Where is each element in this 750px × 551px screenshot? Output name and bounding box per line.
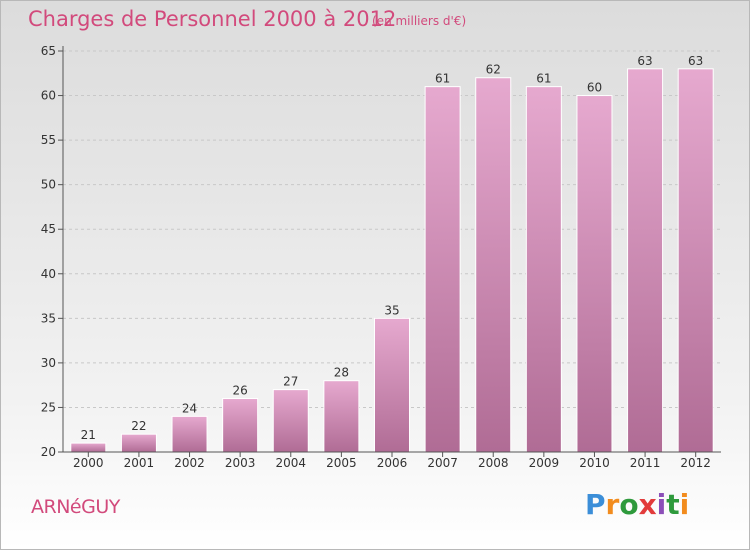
bar-2009 — [525, 86, 562, 453]
data-label: 21 — [81, 428, 96, 442]
bar-2004 — [272, 389, 309, 453]
data-label: 24 — [182, 401, 197, 415]
logo-letter: t — [666, 488, 680, 521]
y-tick-label: 40 — [41, 267, 56, 281]
x-tick-label: 2000 — [73, 456, 104, 470]
x-tick-label: 2001 — [124, 456, 155, 470]
x-tick-label: 2005 — [326, 456, 357, 470]
x-tick-label: 2003 — [225, 456, 256, 470]
data-label: 61 — [435, 72, 450, 86]
logo-letter: r — [605, 488, 620, 521]
proxiti-logo: Proxiti — [585, 488, 689, 521]
bar-2003 — [222, 398, 259, 453]
x-tick-label: 2007 — [427, 456, 458, 470]
x-tick-label: 2004 — [275, 456, 306, 470]
bar-2001 — [120, 433, 157, 453]
data-label: 27 — [283, 375, 298, 389]
y-tick-label: 30 — [41, 356, 56, 370]
bar-2012 — [677, 68, 714, 453]
bar-2002 — [171, 415, 208, 453]
logo-letter: o — [619, 488, 639, 521]
chart-subtitle: (en milliers d'€) — [372, 14, 467, 28]
bar-2006 — [374, 317, 410, 453]
x-tick-label: 2009 — [529, 456, 560, 470]
y-tick-label: 20 — [41, 445, 56, 459]
x-tick-label: 2006 — [377, 456, 408, 470]
y-tick-label: 65 — [41, 44, 56, 58]
y-tick-label: 60 — [41, 89, 56, 103]
bar-2010 — [576, 95, 613, 453]
data-label: 63 — [637, 54, 652, 68]
commune-name: ARNéGUY — [31, 496, 120, 518]
data-label: 60 — [587, 81, 602, 95]
y-tick-label: 35 — [41, 311, 56, 325]
data-label: 35 — [384, 303, 399, 317]
data-label: 61 — [536, 72, 551, 86]
data-label: 63 — [688, 54, 703, 68]
y-tick-label: 25 — [41, 400, 56, 414]
y-tick-label: 45 — [41, 222, 56, 236]
y-tick-label: 55 — [41, 133, 56, 147]
logo-letter: P — [585, 488, 606, 521]
bar-2007 — [424, 86, 461, 453]
x-tick-label: 2011 — [630, 456, 661, 470]
data-label: 62 — [486, 63, 501, 77]
data-label: 28 — [334, 366, 349, 380]
y-tick-label: 50 — [41, 178, 56, 192]
x-tick-label: 2010 — [579, 456, 610, 470]
bar-2005 — [323, 380, 360, 453]
logo-letter: i — [656, 488, 667, 521]
logo-letter: i — [679, 488, 690, 521]
x-tick-label: 2008 — [478, 456, 509, 470]
bar-2000 — [70, 442, 107, 453]
chart-title: Charges de Personnel 2000 à 2012 — [28, 7, 397, 31]
bar-2011 — [627, 68, 664, 453]
logo-letter: x — [638, 488, 657, 521]
data-label: 22 — [131, 419, 146, 433]
x-tick-label: 2002 — [174, 456, 205, 470]
x-tick-label: 2012 — [680, 456, 711, 470]
data-label: 26 — [233, 384, 248, 398]
bar-2008 — [475, 77, 512, 453]
